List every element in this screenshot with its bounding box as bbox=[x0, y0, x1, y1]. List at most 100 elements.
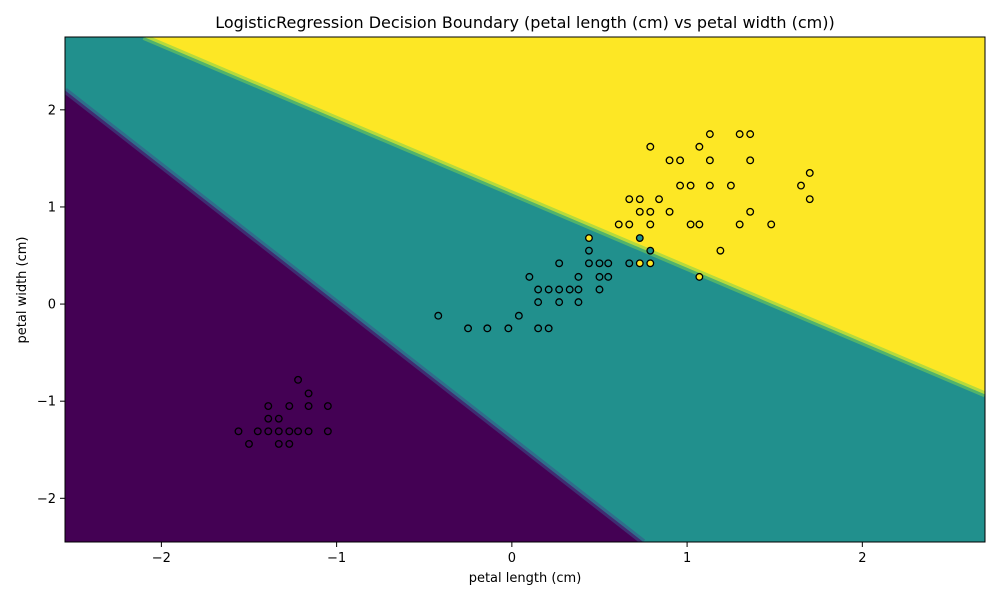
x-tick-label: −1 bbox=[327, 551, 346, 566]
point-class-1 bbox=[595, 285, 604, 294]
y-axis-ticks: −2 −1 0 1 2 bbox=[37, 103, 65, 507]
point-class-0 bbox=[294, 427, 303, 436]
point-class-1 bbox=[574, 285, 583, 294]
point-class-0 bbox=[274, 439, 283, 448]
point-class-2 bbox=[686, 181, 695, 190]
y-tick-label: −2 bbox=[37, 492, 56, 507]
y-axis-label: petal width (cm) bbox=[15, 237, 30, 344]
x-tick-label: 1 bbox=[683, 551, 691, 566]
point-class-1 bbox=[514, 311, 523, 320]
point-class-1 bbox=[646, 246, 655, 255]
point-class-1 bbox=[635, 234, 644, 242]
decision-regions bbox=[65, 37, 985, 542]
point-class-1 bbox=[574, 298, 583, 307]
point-class-2 bbox=[665, 207, 674, 216]
point-class-2 bbox=[676, 181, 685, 190]
point-class-1 bbox=[544, 324, 553, 333]
x-axis-ticks: −2 −1 0 1 2 bbox=[152, 542, 866, 566]
point-class-1 bbox=[604, 259, 613, 268]
point-class-2 bbox=[646, 207, 655, 216]
plot-frame bbox=[64, 36, 986, 543]
point-class-2 bbox=[585, 234, 593, 242]
point-class-2 bbox=[665, 156, 674, 165]
point-class-1 bbox=[604, 272, 613, 281]
point-class-2 bbox=[646, 259, 655, 268]
point-class-2 bbox=[746, 156, 755, 165]
y-tick-label: 2 bbox=[48, 103, 56, 118]
point-class-2 bbox=[686, 220, 695, 229]
point-class-2 bbox=[676, 156, 685, 165]
point-class-1 bbox=[625, 259, 634, 268]
point-class-2 bbox=[726, 181, 735, 190]
point-class-1 bbox=[483, 324, 492, 333]
point-class-1 bbox=[555, 298, 564, 307]
point-class-2 bbox=[614, 220, 623, 229]
point-class-2 bbox=[716, 246, 725, 255]
point-class-1 bbox=[534, 285, 543, 294]
point-class-1 bbox=[595, 272, 604, 281]
x-tick-label: 2 bbox=[858, 551, 866, 566]
point-class-0 bbox=[245, 439, 253, 448]
point-class-1 bbox=[534, 298, 543, 307]
point-class-0 bbox=[285, 402, 294, 410]
point-class-1 bbox=[534, 324, 543, 333]
point-class-2 bbox=[695, 142, 704, 151]
point-class-0 bbox=[264, 402, 273, 410]
point-class-2 bbox=[805, 195, 814, 204]
point-class-1 bbox=[544, 285, 553, 294]
point-class-0 bbox=[304, 427, 313, 436]
x-axis-label: petal length (cm) bbox=[469, 571, 582, 586]
point-class-1 bbox=[585, 246, 593, 255]
point-class-1 bbox=[555, 285, 564, 294]
chart-title: LogisticRegression Decision Boundary (pe… bbox=[215, 13, 835, 32]
point-class-0 bbox=[253, 427, 262, 436]
point-class-0 bbox=[294, 375, 303, 384]
x-tick-label: 0 bbox=[508, 551, 516, 566]
point-class-0 bbox=[274, 414, 283, 423]
point-class-2 bbox=[746, 207, 755, 216]
point-class-1 bbox=[434, 311, 443, 320]
y-tick-label: −1 bbox=[37, 395, 56, 410]
point-class-2 bbox=[705, 156, 714, 165]
point-class-0 bbox=[304, 389, 313, 398]
point-class-0 bbox=[323, 402, 332, 410]
point-class-2 bbox=[635, 195, 644, 204]
point-class-0 bbox=[285, 427, 294, 436]
y-tick-label: 0 bbox=[48, 298, 56, 313]
point-class-1 bbox=[585, 259, 593, 268]
boundary-1-2 bbox=[142, 37, 985, 398]
point-class-2 bbox=[705, 181, 714, 190]
point-class-2 bbox=[735, 130, 744, 139]
point-class-0 bbox=[304, 402, 313, 410]
point-class-2 bbox=[746, 130, 755, 139]
point-class-2 bbox=[635, 207, 644, 216]
point-class-2 bbox=[625, 220, 634, 229]
point-class-0 bbox=[274, 427, 283, 436]
point-class-2 bbox=[695, 272, 704, 281]
point-class-2 bbox=[646, 142, 655, 151]
y-tick-label: 1 bbox=[48, 200, 56, 215]
point-class-2 bbox=[705, 130, 714, 139]
point-class-1 bbox=[504, 324, 513, 333]
point-class-1 bbox=[555, 259, 564, 268]
point-class-0 bbox=[323, 427, 332, 436]
point-class-2 bbox=[695, 220, 704, 229]
point-class-1 bbox=[574, 272, 583, 281]
point-class-1 bbox=[595, 259, 604, 268]
data-points bbox=[234, 130, 814, 448]
point-class-2 bbox=[655, 195, 664, 204]
point-class-2 bbox=[767, 220, 776, 229]
point-class-0 bbox=[264, 427, 273, 436]
point-class-1 bbox=[464, 324, 472, 333]
point-class-2 bbox=[797, 181, 805, 190]
point-class-2 bbox=[625, 195, 634, 204]
x-tick-label: −2 bbox=[152, 551, 171, 566]
point-class-1 bbox=[565, 285, 574, 294]
point-class-0 bbox=[234, 427, 243, 436]
point-class-2 bbox=[805, 169, 814, 177]
boundary-0-1 bbox=[65, 88, 646, 542]
point-class-2 bbox=[735, 220, 744, 229]
point-class-0 bbox=[264, 414, 273, 423]
point-class-1 bbox=[525, 272, 534, 281]
